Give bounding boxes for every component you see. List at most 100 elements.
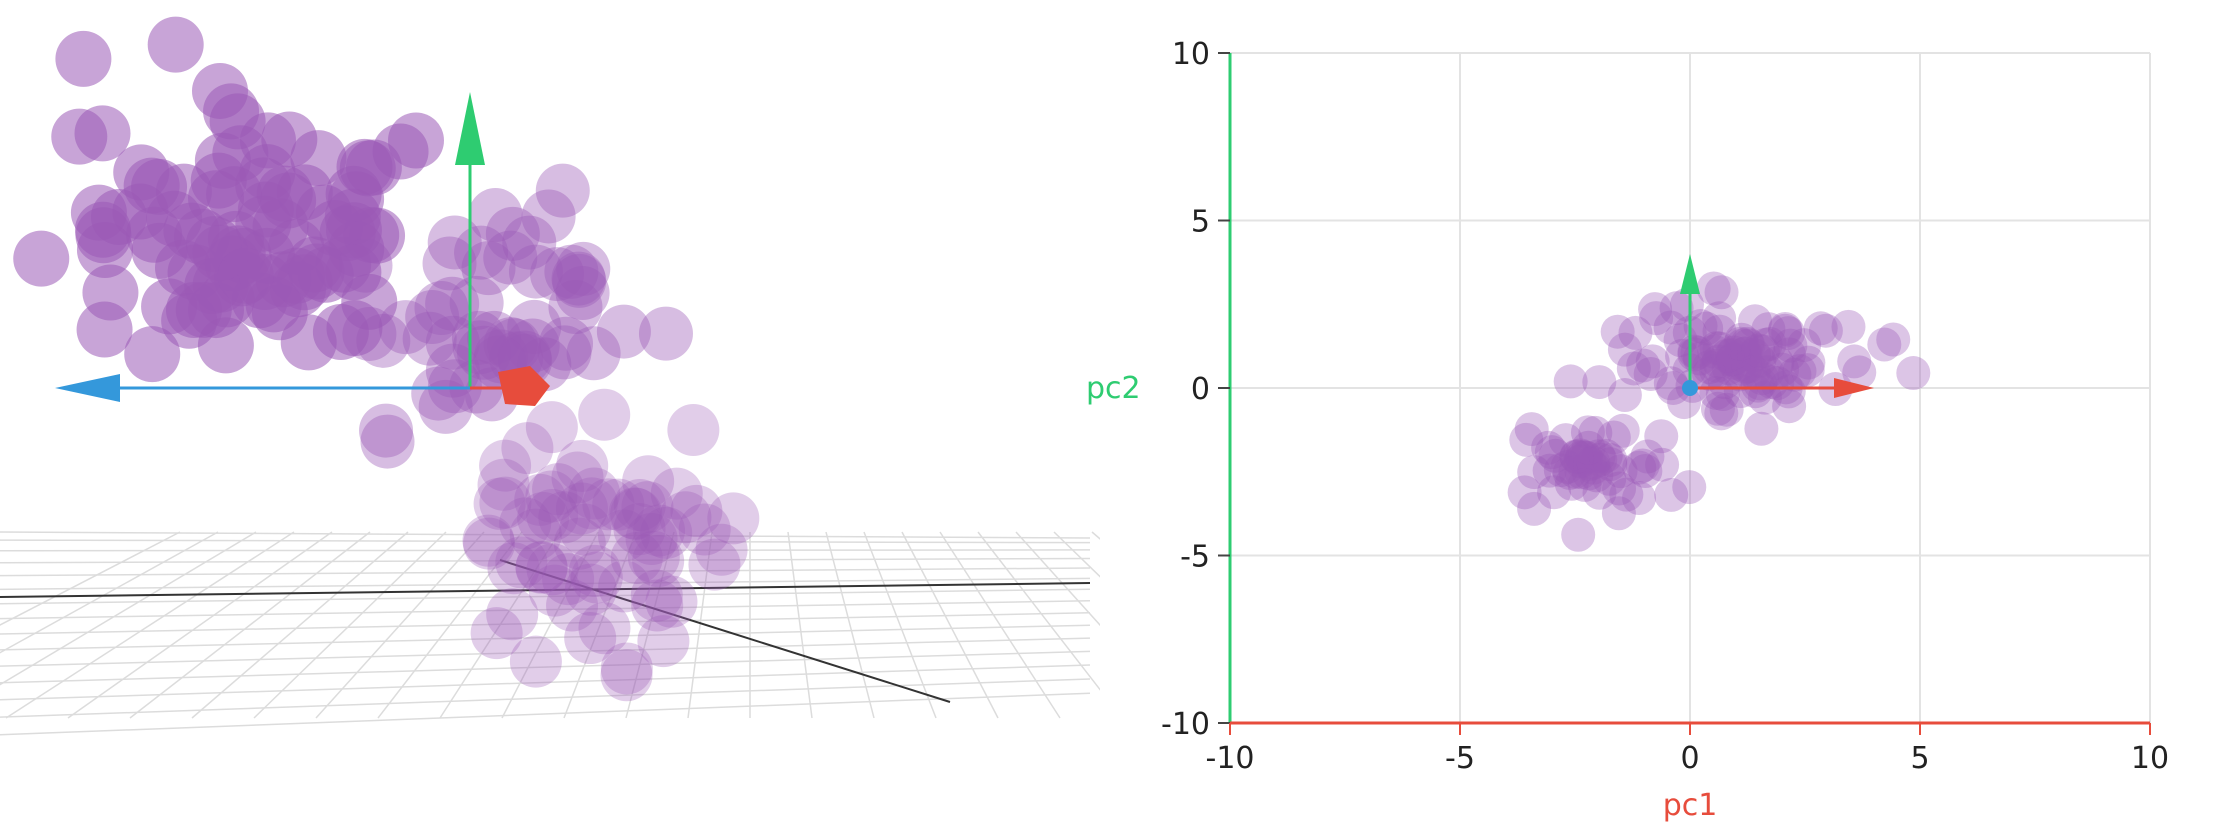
data-point-3d [597, 509, 650, 562]
ground-grid-line [191, 531, 409, 719]
data-point [1711, 351, 1746, 386]
data-point [1563, 438, 1598, 473]
data-point-3d [544, 244, 599, 299]
data-point [1537, 475, 1572, 510]
data-point [1561, 517, 1596, 552]
data-point-3d [610, 531, 663, 584]
data-point [1626, 348, 1661, 383]
data-point-3d [552, 253, 607, 308]
data-point [1552, 455, 1587, 490]
ground-grid-line [901, 531, 999, 719]
data-point [1625, 448, 1660, 483]
data-point [1514, 412, 1549, 447]
data-point-3d [688, 538, 741, 591]
data-point [1554, 466, 1589, 501]
data-point-3d [566, 326, 621, 381]
data-point-3d [342, 306, 397, 361]
data-point [1531, 430, 1566, 465]
data-point [1731, 328, 1766, 363]
data-point [1728, 336, 1763, 371]
data-point-3d [462, 514, 515, 567]
arrowhead-pc3-3d [55, 374, 120, 402]
data-point [1592, 461, 1627, 496]
data-point-3d [645, 575, 698, 628]
data-point [1532, 453, 1567, 488]
data-point [1672, 470, 1707, 505]
data-point [1691, 356, 1726, 391]
ground-grid-line [0, 692, 1091, 736]
ground-grid-line [129, 531, 371, 719]
data-point [1571, 430, 1606, 465]
ground-grid-line [939, 531, 1061, 719]
data-point-3d [582, 478, 635, 531]
data-point [1723, 374, 1758, 409]
data-point-3d [113, 144, 170, 201]
data-point [1808, 313, 1843, 348]
data-point [1752, 326, 1787, 361]
ground-grid-line [0, 624, 1091, 651]
data-point [1692, 350, 1727, 385]
ground-grid-line [67, 531, 333, 719]
data-point [1717, 345, 1752, 380]
data-point [1876, 322, 1911, 357]
data-point [1743, 366, 1778, 401]
data-point-3d [564, 612, 617, 665]
data-point-3d [501, 422, 554, 475]
data-point [1724, 322, 1759, 357]
ground-grid-line [863, 531, 937, 719]
data-point-3d [555, 482, 608, 535]
data-point [1538, 438, 1573, 473]
data-point [1607, 332, 1642, 367]
data-point [1704, 396, 1739, 431]
data-point-3d [451, 310, 506, 365]
data-point [1723, 326, 1758, 361]
data-point [1534, 435, 1569, 470]
data-point-3d [466, 310, 521, 365]
data-point-3d [324, 188, 381, 245]
data-point-3d [288, 243, 345, 300]
ground-grid-line [0, 637, 1091, 667]
data-point-3d [502, 215, 557, 270]
data-point [1559, 440, 1594, 475]
data-point [1728, 349, 1763, 384]
data-point-3d [542, 553, 595, 606]
data-point-3d [479, 476, 532, 529]
data-point [1622, 481, 1657, 516]
data-point [1771, 316, 1806, 351]
data-point [1559, 439, 1594, 474]
data-point-3d [640, 506, 693, 559]
data-point [1699, 375, 1734, 410]
ground-grid-line [977, 531, 1123, 719]
data-point [1659, 291, 1694, 326]
data-point [1588, 438, 1623, 473]
data-point-3d [479, 439, 532, 492]
data-point [1509, 422, 1544, 457]
scatter-3d-canvas[interactable] [0, 0, 2053, 833]
data-point [1582, 365, 1617, 400]
x-tick-label: -10 [1206, 741, 1255, 776]
data-point [1751, 312, 1786, 347]
data-point-3d [525, 401, 578, 454]
data-point [1653, 310, 1688, 345]
data-point-3d [82, 264, 139, 321]
data-point [1700, 391, 1735, 426]
data-point-3d [359, 403, 414, 458]
data-point [1867, 327, 1902, 362]
data-point-3d [422, 236, 477, 291]
y-tick-label: 5 [1191, 205, 1210, 240]
data-point [1689, 311, 1724, 346]
data-point [1702, 331, 1737, 366]
ground-axis-line [499, 559, 951, 703]
data-point-3d [55, 30, 112, 87]
view-3d-scatter[interactable] [0, 0, 2053, 833]
data-point [1699, 331, 1734, 366]
data-point-3d [556, 439, 609, 492]
data-point-3d [596, 304, 651, 359]
data-point-3d [622, 455, 675, 508]
data-point-3d [405, 290, 460, 345]
data-point [1639, 301, 1674, 336]
data-point [1725, 328, 1760, 363]
data-point-3d [610, 487, 663, 540]
ground-grid-line [0, 664, 1091, 701]
data-point-3d [449, 275, 504, 330]
